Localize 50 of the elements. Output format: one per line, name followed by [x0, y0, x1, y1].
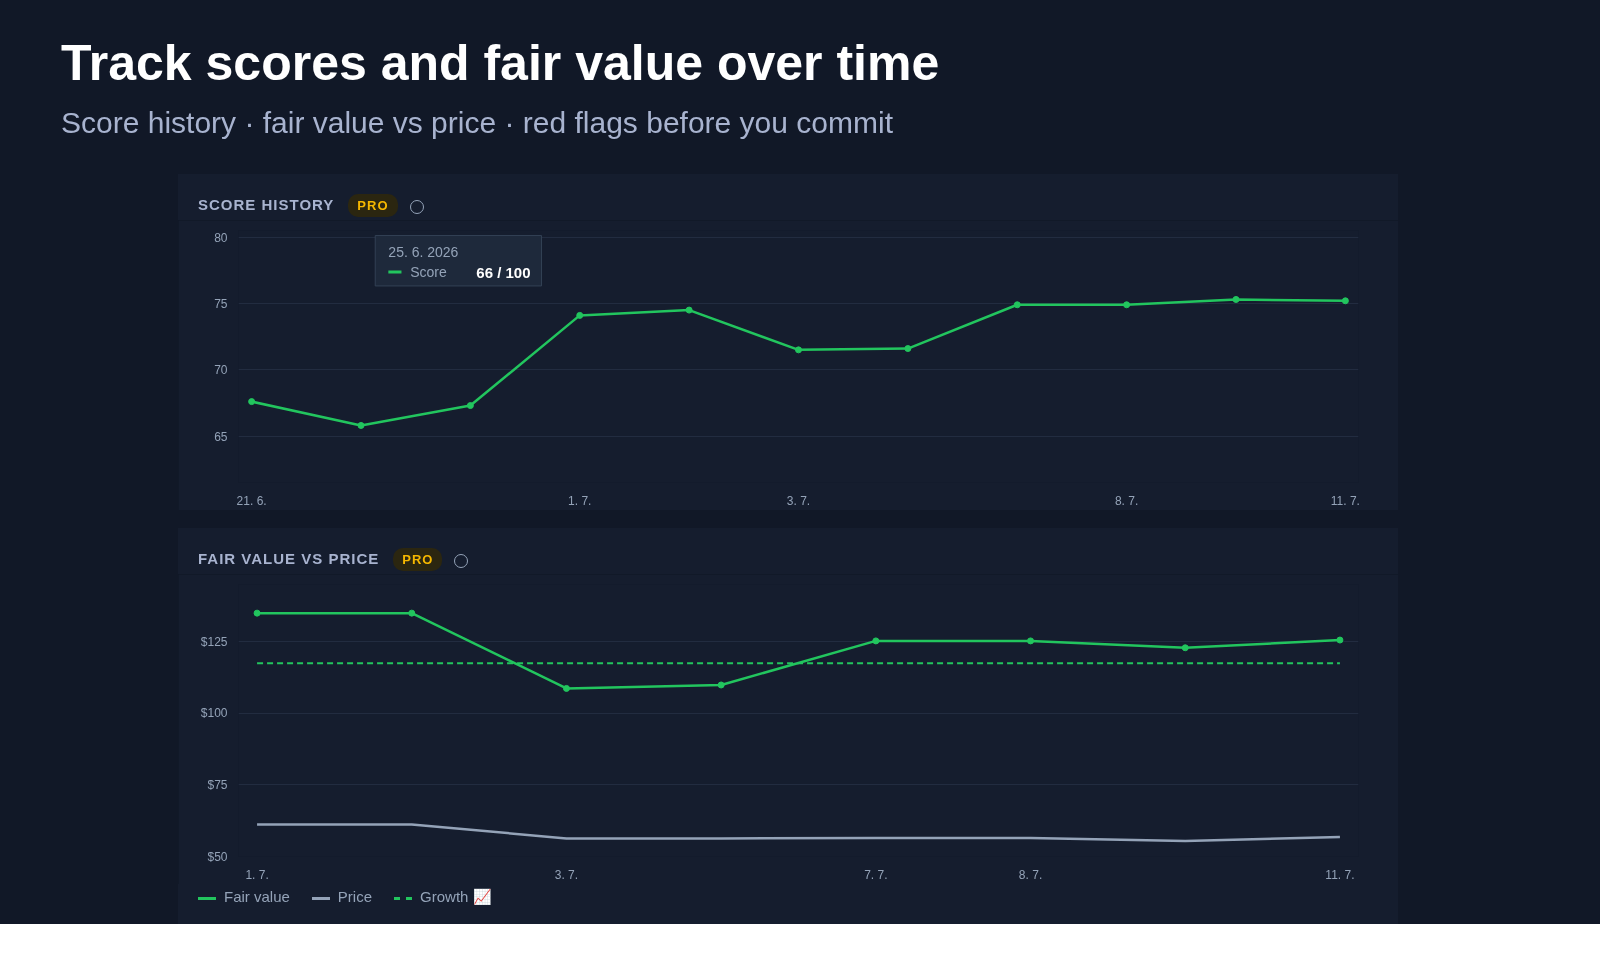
point	[253, 609, 261, 617]
chart-title: FAIR VALUE VS PRICE	[198, 550, 380, 567]
point	[248, 398, 256, 406]
x-tick-label: 1. 7.	[568, 493, 592, 508]
point	[685, 306, 693, 314]
chart-title: SCORE HISTORY	[198, 196, 335, 213]
point	[717, 681, 725, 689]
x-tick-label: 8. 7.	[1114, 493, 1139, 508]
point	[357, 421, 365, 429]
point	[1181, 644, 1189, 652]
y-tick-label: $125	[200, 634, 228, 649]
text: Track scores and fair value over time	[61, 34, 940, 92]
y-tick-label: 80	[214, 230, 228, 245]
legend-label: Price	[337, 888, 373, 905]
legend-label: Growth 📈	[420, 888, 492, 905]
point	[562, 684, 570, 692]
text: Score history · fair value vs price · red flags before you commit	[61, 106, 894, 140]
point	[872, 637, 880, 645]
y-tick-label: $50	[207, 849, 228, 864]
legend-label: Fair value	[224, 888, 290, 905]
line-series	[255, 823, 1342, 843]
y-tick-label: 75	[214, 296, 228, 311]
text: PRO	[393, 548, 443, 571]
point	[1027, 637, 1035, 645]
point	[1341, 297, 1349, 305]
x-tick-label: 8. 7.	[1018, 867, 1043, 882]
y-tick-label: 65	[214, 429, 228, 444]
x-tick-label: 1. 7.	[245, 867, 269, 882]
point	[1123, 301, 1131, 309]
x-tick-label: 3. 7.	[786, 493, 811, 508]
x-tick-label: 21. 6.	[236, 493, 267, 508]
point	[1013, 301, 1021, 309]
point	[576, 311, 584, 319]
point	[466, 402, 474, 410]
legend-label: Score	[410, 264, 447, 281]
text: PRO	[348, 194, 398, 217]
annotation: 66 / 100	[476, 263, 531, 281]
point	[1232, 295, 1240, 303]
point	[408, 609, 416, 617]
point	[795, 346, 802, 354]
point	[1336, 636, 1344, 644]
x-tick-label: 11. 7.	[1330, 493, 1360, 508]
y-tick-label: $75	[207, 777, 228, 792]
y-tick-label: 70	[214, 363, 228, 378]
x-tick-label: 7. 7.	[864, 867, 888, 882]
x-tick-label: 11. 7.	[1325, 867, 1355, 882]
x-tick-label: 3. 7.	[554, 867, 579, 882]
annotation: 25. 6. 2026	[388, 243, 459, 260]
y-tick-label: $100	[200, 706, 228, 721]
point	[904, 345, 912, 353]
